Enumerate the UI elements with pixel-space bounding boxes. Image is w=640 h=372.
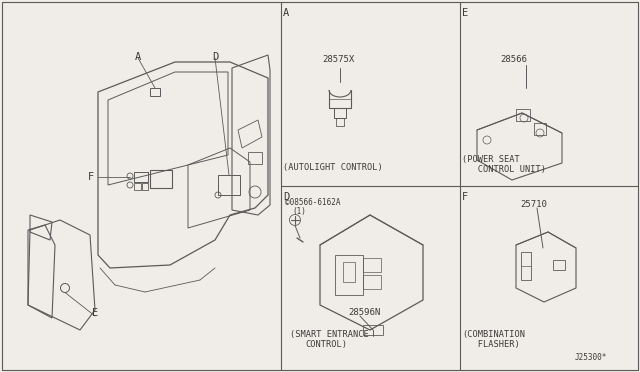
Text: (SMART ENTRANCE: (SMART ENTRANCE (290, 330, 369, 339)
Bar (335, 255, 363, 295)
Text: ©08566-6162A: ©08566-6162A (285, 198, 340, 207)
Text: (AUTOLIGHT CONTROL): (AUTOLIGHT CONTROL) (283, 163, 383, 172)
Text: (POWER SEAT: (POWER SEAT (462, 155, 520, 164)
Bar (516, 109, 530, 121)
Text: 28566: 28566 (500, 55, 527, 64)
Bar (534, 123, 546, 135)
Text: 28575X: 28575X (322, 55, 355, 64)
Text: D: D (283, 192, 289, 202)
Text: 28596N: 28596N (348, 308, 380, 317)
Bar (363, 325, 383, 335)
Bar (343, 262, 355, 282)
Bar (334, 108, 346, 118)
Bar (521, 252, 531, 280)
Bar (134, 183, 141, 190)
Text: D: D (212, 52, 218, 62)
Bar (142, 183, 148, 190)
Bar (150, 88, 160, 96)
Text: J25300*: J25300* (575, 353, 607, 362)
Bar (363, 275, 381, 289)
Text: F: F (88, 172, 94, 182)
Text: F: F (462, 192, 468, 202)
Bar (218, 175, 240, 195)
Text: FLASHER): FLASHER) (462, 340, 520, 349)
Text: E: E (462, 8, 468, 18)
Bar (363, 258, 381, 272)
Bar (248, 152, 262, 164)
Text: (COMBINATION: (COMBINATION (462, 330, 525, 339)
Text: CONTROL UNIT): CONTROL UNIT) (462, 165, 546, 174)
Text: 25710: 25710 (520, 200, 547, 209)
Bar (150, 170, 172, 188)
Bar (336, 118, 344, 126)
Text: A: A (135, 52, 141, 62)
Bar (134, 172, 148, 182)
Text: E: E (92, 308, 98, 318)
Text: A: A (283, 8, 289, 18)
Text: CONTROL): CONTROL) (305, 340, 347, 349)
Bar (553, 260, 565, 270)
Text: (1): (1) (292, 207, 306, 216)
